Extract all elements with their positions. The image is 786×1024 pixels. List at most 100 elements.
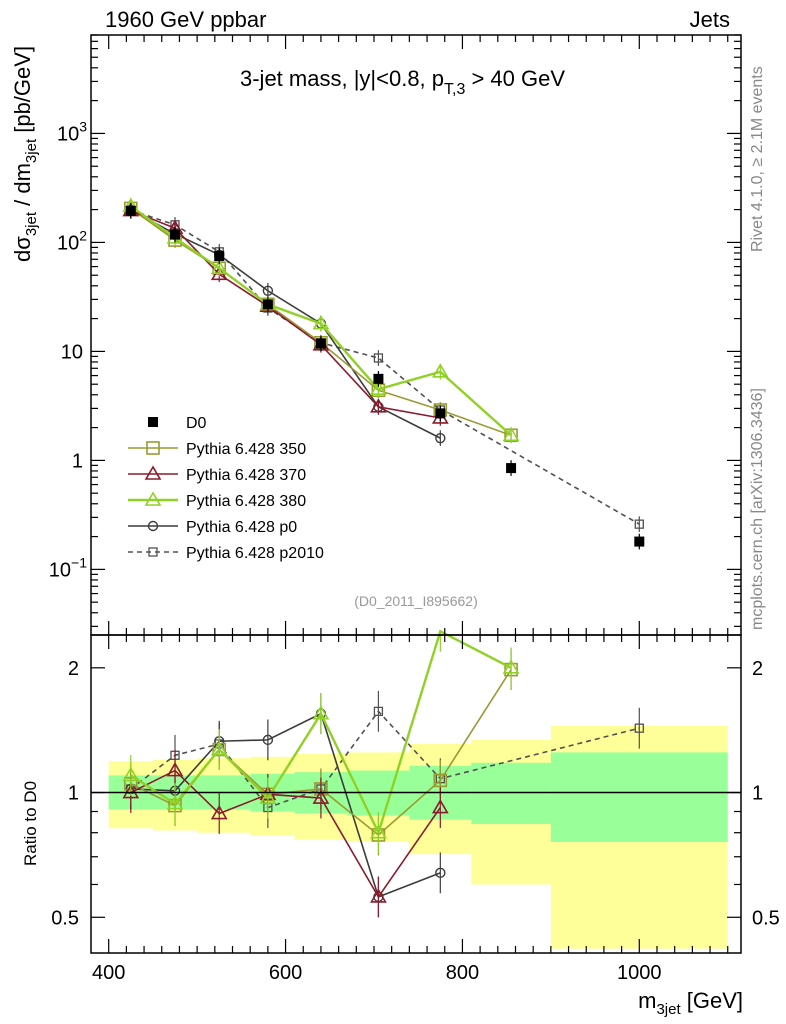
y-tick-label: 103 bbox=[57, 118, 87, 145]
ratio-point bbox=[210, 740, 228, 756]
ratio-point bbox=[259, 789, 277, 804]
legend-entry-4: Pythia 6.428 p0 bbox=[128, 519, 297, 536]
main-point bbox=[370, 380, 387, 396]
main-plot-series bbox=[122, 197, 645, 550]
legend-entry-1: Pythia 6.428 350 bbox=[128, 441, 306, 458]
y-title-a-sub: 3jet bbox=[23, 211, 40, 236]
ratio-line-2 bbox=[130, 629, 512, 836]
legend-label: Pythia 6.428 370 bbox=[186, 467, 306, 484]
legend-marker bbox=[148, 417, 158, 427]
main-line-1 bbox=[130, 207, 512, 437]
y-title-a: dσ bbox=[10, 236, 35, 262]
legend-entry-3: Pythia 6.428 380 bbox=[128, 491, 306, 510]
uncertainty-bands bbox=[108, 725, 728, 949]
x-tick-label: 600 bbox=[269, 962, 302, 984]
header-right: Jets bbox=[690, 7, 730, 32]
main-point bbox=[506, 463, 517, 474]
plot-title-main: 3-jet mass, |y|<0.8, p bbox=[240, 66, 444, 91]
ratio-plot-series bbox=[122, 629, 644, 918]
y-tick-label: 10 bbox=[61, 341, 83, 363]
ratio-point bbox=[262, 734, 274, 746]
ratio-y-tick-label-right: 2 bbox=[752, 658, 763, 680]
legend-label: Pythia 6.428 350 bbox=[186, 441, 306, 458]
rivet-version-label: Rivet 4.1.0, ≥ 2.1M events bbox=[749, 66, 766, 252]
legend-label: D0 bbox=[186, 415, 207, 432]
y-tick-label: 10−1 bbox=[49, 554, 87, 581]
y-title-b: / dm bbox=[10, 163, 35, 212]
legend-entry-0: D0 bbox=[148, 415, 207, 432]
main-point bbox=[312, 314, 330, 330]
ratio-point bbox=[634, 723, 644, 733]
plot-title-sub: T,3 bbox=[444, 81, 465, 98]
legend-marker bbox=[147, 520, 159, 532]
legend-label: Pythia 6.428 380 bbox=[186, 493, 306, 510]
x-tick-label: 1000 bbox=[617, 962, 662, 984]
y-tick-label: 1 bbox=[72, 450, 83, 472]
legend: D0 Pythia 6.428 350 Pythia 6.428 370 Pythia… bbox=[128, 415, 324, 562]
ratio-point bbox=[166, 761, 184, 777]
x-tick-label: 800 bbox=[446, 962, 479, 984]
y-tick-label: 102 bbox=[57, 227, 87, 254]
ratio-point bbox=[122, 766, 140, 782]
ratio-point bbox=[312, 789, 330, 804]
main-point bbox=[170, 229, 181, 240]
legend-marker bbox=[144, 491, 162, 506]
legend-marker bbox=[146, 441, 160, 455]
ratio-point bbox=[166, 795, 184, 810]
ratio-point bbox=[122, 783, 140, 799]
main-point bbox=[214, 251, 225, 262]
main-point bbox=[373, 373, 384, 384]
ratio-point bbox=[370, 888, 387, 903]
legend-marker bbox=[148, 547, 158, 557]
main-y-axis-title: dσ3jet / dm3jet [pb/GeV] bbox=[10, 46, 40, 262]
axis-ticks: 400 600 800 1000 10−1 1 10 102 103 0.5 0.5 1 1 2 2 bbox=[49, 34, 780, 984]
main-point bbox=[431, 363, 449, 378]
main-point bbox=[125, 205, 136, 216]
main-point bbox=[373, 353, 384, 363]
main-point bbox=[262, 299, 273, 310]
legend-entry-5: Pythia 6.428 p2010 bbox=[128, 545, 324, 562]
ratio-point bbox=[373, 706, 384, 717]
ratio-y-tick-label-right: 0.5 bbox=[752, 907, 780, 929]
x-axis-title: m3jet [GeV] bbox=[638, 988, 743, 1018]
plot-title-tail: > 40 GeV bbox=[465, 66, 565, 91]
y-title-b-sub: 3jet bbox=[23, 138, 40, 163]
plot-title: 3-jet mass, |y|<0.8, pT,3 > 40 GeV bbox=[240, 66, 565, 98]
band-inner-7 bbox=[471, 762, 551, 824]
ratio-line-4 bbox=[130, 710, 640, 809]
ratio-point bbox=[210, 804, 228, 820]
y-title-c: [pb/GeV] bbox=[10, 46, 35, 139]
main-point bbox=[634, 519, 644, 529]
main-line-4 bbox=[130, 209, 441, 439]
ratio-y-tick-label-left: 0.5 bbox=[51, 907, 79, 929]
main-point bbox=[435, 432, 446, 444]
ratio-plot-frame bbox=[90, 634, 742, 954]
ratio-point bbox=[502, 659, 520, 674]
main-series-0 bbox=[125, 202, 645, 550]
analysis-watermark: (D0_2011_I895662) bbox=[354, 593, 478, 609]
ratio-point bbox=[433, 773, 448, 788]
ratio-y-tick-label-right: 1 bbox=[752, 783, 763, 805]
main-series-3 bbox=[122, 197, 520, 444]
ratio-point bbox=[370, 824, 387, 839]
main-point bbox=[634, 536, 645, 547]
ratio-series-2 bbox=[122, 629, 520, 854]
legend-label: Pythia 6.428 p2010 bbox=[186, 545, 324, 562]
main-point bbox=[210, 259, 228, 274]
ratio-y-tick-label-left: 2 bbox=[68, 658, 79, 680]
main-point bbox=[435, 408, 446, 419]
ratio-y-tick-label-left: 1 bbox=[68, 783, 79, 805]
legend-entry-2: Pythia 6.428 370 bbox=[128, 465, 306, 484]
x-title-a: m bbox=[638, 988, 656, 1013]
band-inner-8 bbox=[550, 752, 728, 842]
mcplots-label: mcplots.cern.ch [arXiv:1306.3436] bbox=[749, 388, 766, 630]
main-point bbox=[315, 338, 326, 349]
x-title-a-sub: 3jet bbox=[656, 1001, 681, 1018]
main-point bbox=[370, 398, 387, 413]
ratio-point bbox=[312, 705, 330, 720]
ratio-point bbox=[435, 867, 446, 879]
main-point bbox=[262, 285, 274, 296]
x-title-b: [GeV] bbox=[681, 988, 743, 1013]
ratio-point bbox=[431, 798, 449, 814]
